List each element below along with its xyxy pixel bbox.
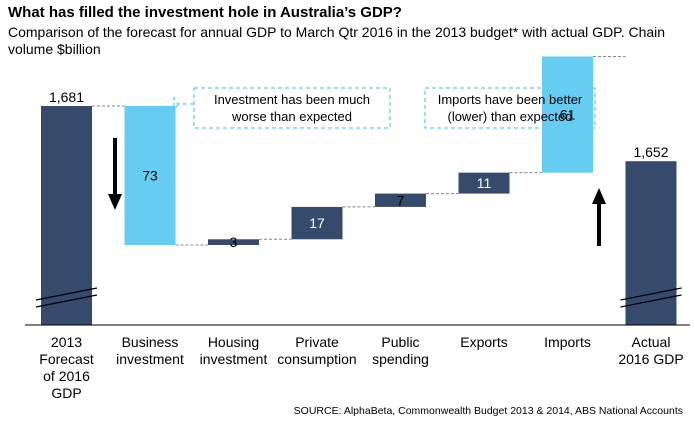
axis-break-7-0: [620, 287, 682, 301]
category-label-7-1: 2016 GDP: [618, 351, 683, 367]
bar-6: [542, 56, 593, 173]
category-label-7: Actual: [632, 334, 671, 350]
value-label-1: 73: [142, 168, 158, 184]
bar-2: [208, 239, 259, 245]
bar-5: [458, 172, 510, 194]
category-label-6: Imports: [544, 334, 591, 350]
bar-4: [375, 193, 426, 207]
value-label-5: 11: [477, 175, 492, 191]
up-arrow-icon: [592, 188, 606, 204]
callout-investment-box: [193, 87, 391, 129]
category-label-2: Housing: [208, 334, 259, 350]
category-label-2-1: investment: [200, 351, 268, 367]
category-label-1: Business: [122, 334, 179, 350]
callout-investment-text-1: worse than expected: [231, 109, 352, 124]
axis-break-0-1: [35, 294, 98, 308]
category-label-0: 2013: [51, 334, 82, 350]
bar-1: [124, 106, 176, 245]
category-label-5: Exports: [460, 334, 507, 350]
category-label-4-1: spending: [372, 351, 429, 367]
callout-investment-pointer: [173, 95, 194, 113]
callout-imports-text-0: Imports have been better: [438, 92, 583, 107]
chart-title: What has filled the investment hole in A…: [8, 4, 402, 21]
chart-subtitle: Comparison of the forecast for annual GD…: [8, 24, 666, 57]
callout-imports-arrowhead: [543, 146, 553, 154]
callout-imports-box: [424, 87, 596, 129]
callout-investment-text-0: Investment has been much: [214, 92, 370, 107]
source-note: SOURCE: AlphaBeta, Commonwealth Budget 2…: [293, 405, 683, 417]
bar-3: [291, 206, 343, 240]
value-label-3: 17: [309, 215, 325, 231]
value-label-6: 61: [560, 107, 576, 123]
value-label-4: 7: [397, 192, 405, 208]
axis-break-7-1: [620, 294, 682, 308]
down-arrow-icon: [108, 194, 122, 210]
category-label-0-3: GDP: [51, 385, 81, 401]
category-label-0-2: of 2016: [43, 368, 90, 384]
category-label-3: Private: [295, 334, 339, 350]
value-label-0: 1,681: [49, 89, 84, 105]
category-label-0-1: Forecast: [39, 351, 94, 367]
category-label-3-1: consumption: [277, 351, 356, 367]
category-label-1-1: investment: [116, 351, 184, 367]
axis-break-0-0: [35, 287, 98, 301]
value-label-2: 3: [230, 234, 238, 250]
bar-0: [41, 106, 92, 325]
value-label-7: 1,652: [633, 144, 668, 160]
category-label-4: Public: [381, 334, 419, 350]
callout-imports-text-1: (lower) than expected: [447, 109, 572, 124]
